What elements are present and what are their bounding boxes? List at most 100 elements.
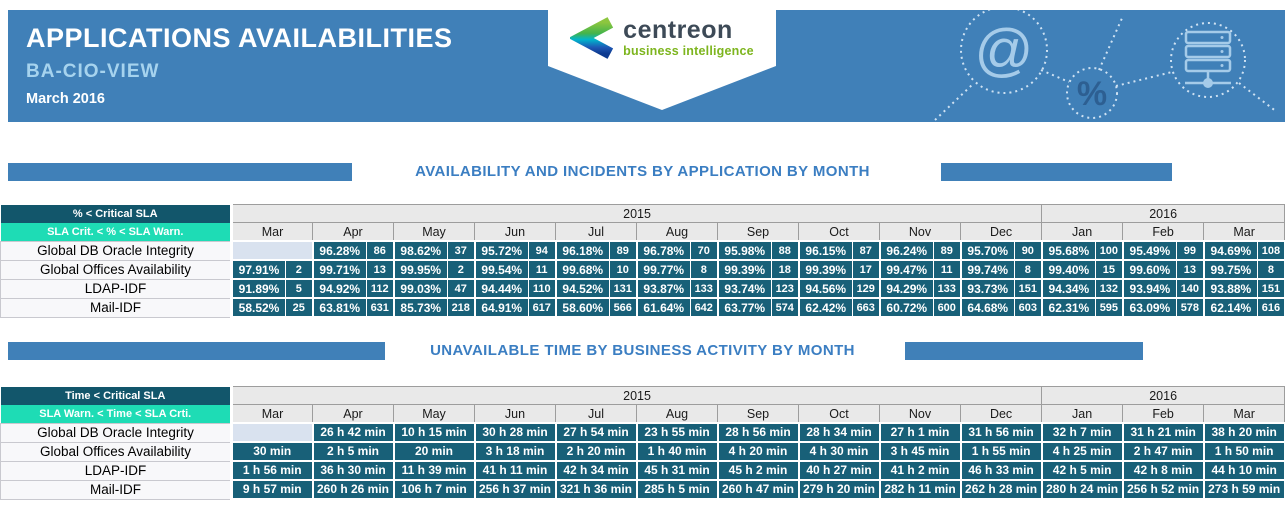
percent-icon-circle bbox=[1066, 67, 1118, 119]
month-header: Dec bbox=[959, 222, 1043, 242]
month-header: Feb bbox=[1122, 404, 1205, 424]
table-row: Global DB Oracle Integrity 26 h 42 min 10 … bbox=[0, 422, 1285, 443]
month-header: Mar bbox=[230, 222, 313, 242]
unavailable-time: 28 h 56 min bbox=[716, 422, 800, 443]
incident-count: 94 bbox=[528, 240, 557, 261]
incident-count: 642 bbox=[690, 297, 719, 318]
month-header: Jun bbox=[474, 222, 556, 242]
incident-count: 616 bbox=[1257, 297, 1285, 318]
incident-count: 18 bbox=[771, 259, 800, 280]
availability-value: 98.62% bbox=[392, 240, 448, 261]
month-header: Dec bbox=[959, 404, 1043, 424]
unavailable-time: 42 h 34 min bbox=[554, 460, 638, 481]
unavailable-time: 260 h 47 min bbox=[716, 479, 800, 500]
incident-count: 218 bbox=[447, 297, 476, 318]
incident-count: 631 bbox=[366, 297, 395, 318]
incident-count: 89 bbox=[933, 240, 962, 261]
availability-value: 96.18% bbox=[554, 240, 610, 261]
month-header: Jun bbox=[474, 404, 556, 424]
availability-value: 96.15% bbox=[797, 240, 853, 261]
incident-count: 112 bbox=[366, 278, 395, 299]
availability-value: 85.73% bbox=[392, 297, 448, 318]
month-header: Nov bbox=[879, 222, 961, 242]
incident-count: 87 bbox=[852, 240, 881, 261]
legend-year-row: % < Critical SLA 2015 2016 bbox=[0, 204, 1285, 223]
unavailable-time: 40 h 27 min bbox=[797, 460, 881, 481]
unavailable-time: 3 h 45 min bbox=[878, 441, 962, 462]
incident-count: 129 bbox=[852, 278, 881, 299]
unavailable-time: 32 h 7 min bbox=[1040, 422, 1124, 443]
availability-value: 94.34% bbox=[1040, 278, 1097, 299]
unavailable-time: 27 h 54 min bbox=[554, 422, 638, 443]
unavailable-time: 256 h 37 min bbox=[473, 479, 557, 500]
incident-count: 99 bbox=[1176, 240, 1205, 261]
incident-count: 133 bbox=[690, 278, 719, 299]
unavailable-time: 2 h 47 min bbox=[1121, 441, 1205, 462]
unavailable-time: 23 h 55 min bbox=[635, 422, 719, 443]
incident-count: 5 bbox=[285, 278, 314, 299]
month-header: Mar bbox=[230, 404, 313, 424]
availability-value: 64.91% bbox=[473, 297, 529, 318]
availability-value: 94.69% bbox=[1202, 240, 1259, 261]
availability-value: 58.52% bbox=[230, 297, 286, 318]
table-row: Global DB Oracle Integrity 96.28% 86 98.62%… bbox=[0, 240, 1285, 261]
incident-count: 37 bbox=[447, 240, 476, 261]
unavailable-time: 41 h 11 min bbox=[473, 460, 557, 481]
unavailable-time: 2 h 20 min bbox=[554, 441, 638, 462]
incident-count: 110 bbox=[528, 278, 557, 299]
month-header: Jan bbox=[1041, 222, 1124, 242]
availability-value: 60.72% bbox=[878, 297, 934, 318]
incident-count: 2 bbox=[447, 259, 476, 280]
legend-year-row: Time < Critical SLA 2015 2016 bbox=[0, 386, 1285, 405]
row-label: Global DB Oracle Integrity bbox=[0, 422, 232, 443]
availability-value: 95.98% bbox=[716, 240, 772, 261]
unavailable-time: 27 h 1 min bbox=[878, 422, 962, 443]
incident-count: 8 bbox=[1257, 259, 1285, 280]
unavailable-time: 30 min bbox=[230, 441, 314, 462]
server-icon bbox=[1184, 30, 1232, 88]
unavailable-time: 260 h 26 min bbox=[311, 479, 395, 500]
logo-tagline: business intelligence bbox=[623, 44, 754, 59]
legend-month-row: SLA Crit. < % < SLA Warn. Mar Apr May Jun Jul… bbox=[0, 222, 1285, 242]
year-header: 2015 bbox=[229, 204, 1043, 223]
legend-critical-sla: Time < Critical SLA bbox=[0, 386, 232, 405]
availability-value: 63.81% bbox=[311, 297, 367, 318]
availability-value: 99.60% bbox=[1121, 259, 1178, 280]
availability-value: 95.70% bbox=[959, 240, 1015, 261]
unavailable-time: 1 h 50 min bbox=[1202, 441, 1285, 462]
unavailable-time: 41 h 2 min bbox=[878, 460, 962, 481]
decor-line bbox=[1098, 15, 1124, 71]
availability-value: 95.49% bbox=[1121, 240, 1178, 261]
header-text-block: APPLICATIONS AVAILABILITIES BA-CIO-VIEW … bbox=[26, 23, 453, 107]
availability-value: 96.24% bbox=[878, 240, 934, 261]
availability-value: 99.47% bbox=[878, 259, 934, 280]
unavailable-time: 285 h 5 min bbox=[635, 479, 719, 500]
row-label: Mail-IDF bbox=[0, 297, 232, 318]
unavailable-time: 45 h 31 min bbox=[635, 460, 719, 481]
availability-value: 91.89% bbox=[230, 278, 286, 299]
availability-value: 99.03% bbox=[392, 278, 448, 299]
incident-count: 47 bbox=[447, 278, 476, 299]
availability-value: 96.28% bbox=[311, 240, 367, 261]
unavailable-time: 4 h 25 min bbox=[1040, 441, 1124, 462]
unavailable-table: Time < Critical SLA 2015 2016 SLA Warn. < T… bbox=[0, 386, 1285, 500]
unavailable-time: 3 h 18 min bbox=[473, 441, 557, 462]
unavailable-time: 273 h 59 min bbox=[1202, 479, 1285, 500]
unavailable-time: 2 h 5 min bbox=[311, 441, 395, 462]
incident-count: 100 bbox=[1095, 240, 1124, 261]
unavailable-time: 1 h 56 min bbox=[230, 460, 314, 481]
availability-value: 62.31% bbox=[1040, 297, 1097, 318]
availability-table: % < Critical SLA 2015 2016 SLA Crit. < % < … bbox=[0, 204, 1285, 318]
month-header: Jul bbox=[555, 404, 637, 424]
year-header: 2015 bbox=[229, 386, 1043, 405]
row-label: Global Offices Availability bbox=[0, 259, 232, 280]
incident-count: 25 bbox=[285, 297, 314, 318]
unavailable-time: 321 h 36 min bbox=[554, 479, 638, 500]
month-header: Aug bbox=[636, 404, 718, 424]
year-header: 2016 bbox=[1041, 204, 1285, 223]
row-label: Global Offices Availability bbox=[0, 441, 232, 462]
unavailable-time: 279 h 20 min bbox=[797, 479, 881, 500]
month-header: Mar bbox=[1203, 404, 1285, 424]
table-row: LDAP-IDF 1 h 56 min 36 h 30 min 11 h 39 min… bbox=[0, 460, 1285, 481]
availability-value: 99.39% bbox=[716, 259, 772, 280]
